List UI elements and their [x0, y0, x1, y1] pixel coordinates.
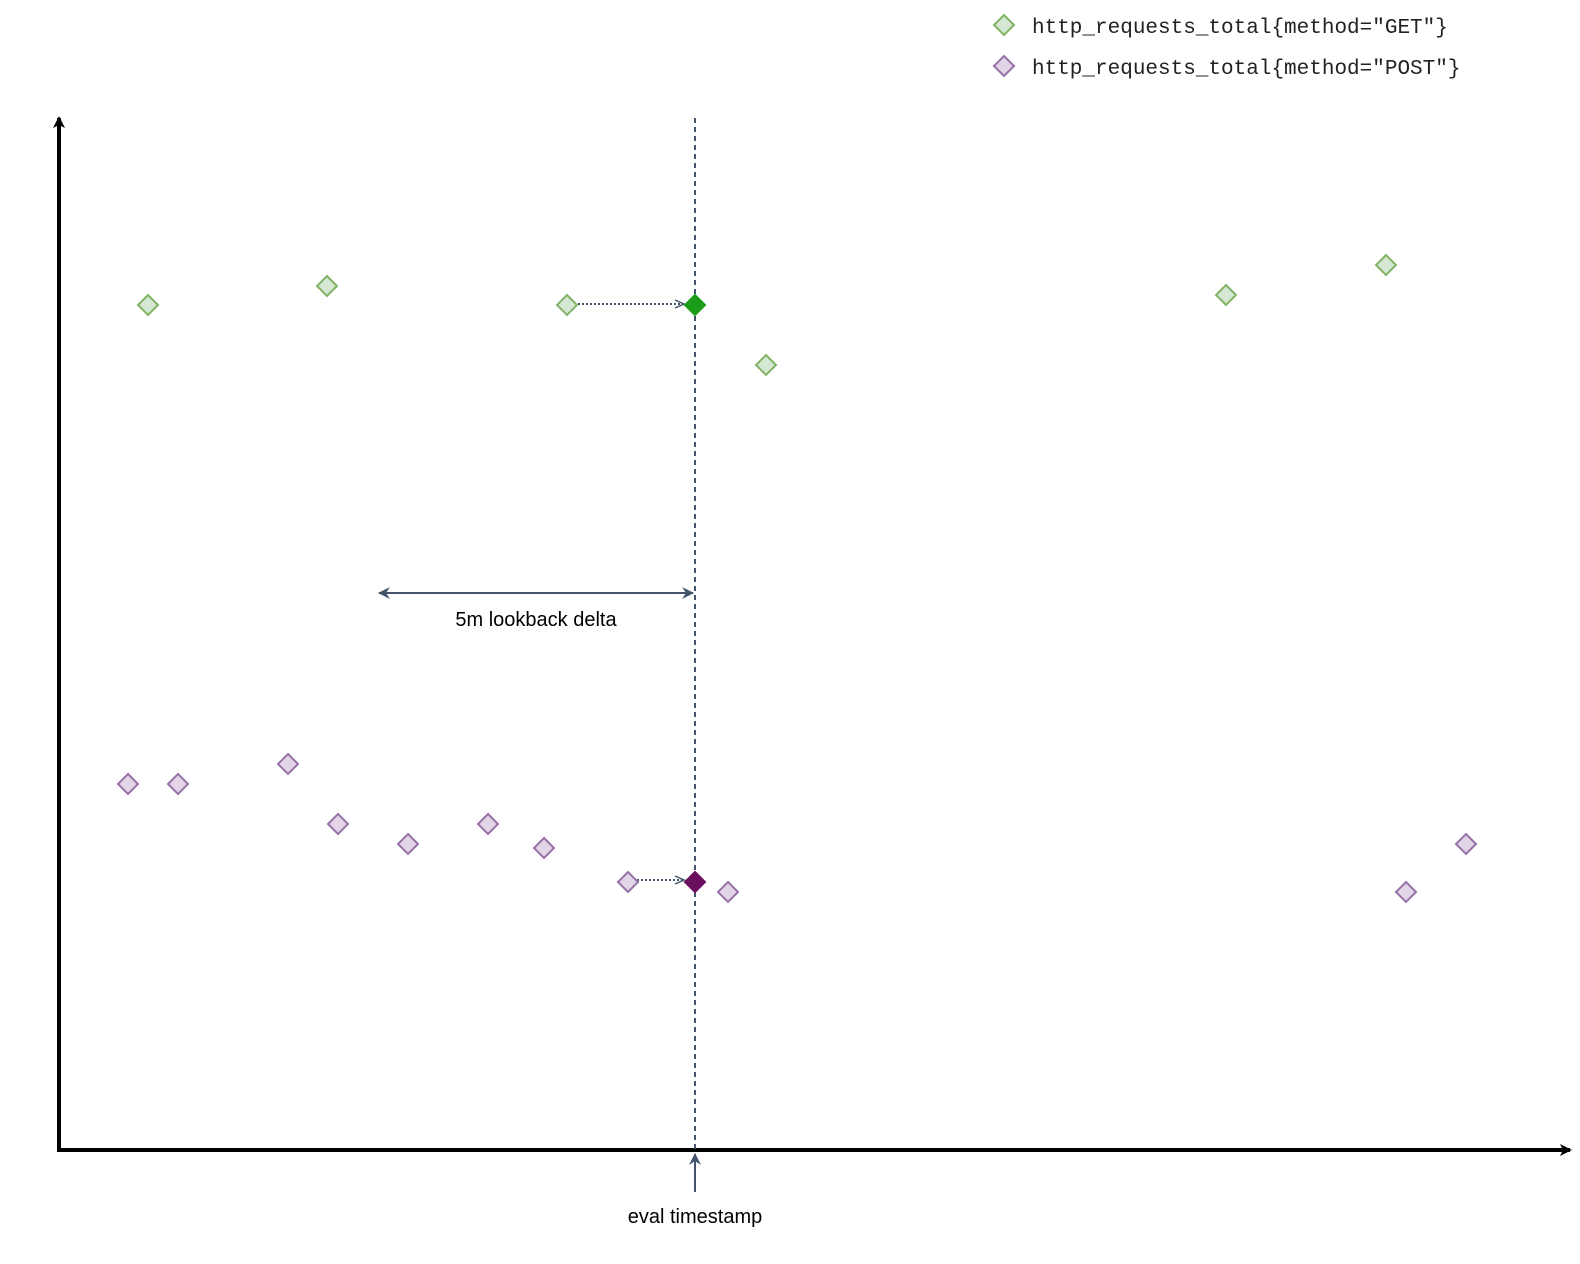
legend: http_requests_total{method="GET"} http_r…	[992, 13, 1460, 81]
get-sample-point	[1374, 253, 1398, 277]
get-sample-point	[136, 293, 160, 317]
get-selected-sample	[683, 293, 707, 317]
legend-item-post: http_requests_total{method="POST"}	[992, 54, 1460, 81]
post-sample-point	[616, 870, 640, 894]
post-sample-point	[1454, 832, 1478, 856]
post-sample-point	[326, 812, 350, 836]
eval-timestamp-label: eval timestamp	[628, 1206, 763, 1228]
post-sample-point	[116, 772, 140, 796]
get-sample-point	[1214, 283, 1238, 307]
post-series-samples	[116, 752, 1478, 904]
post-sample-point	[716, 880, 740, 904]
get-sample-point	[555, 293, 579, 317]
lookback-delta-label: 5m lookback delta	[455, 609, 617, 631]
post-sample-point	[476, 812, 500, 836]
post-sample-point	[532, 836, 556, 860]
get-diamond-icon	[992, 13, 1016, 37]
get-sample-point	[754, 353, 778, 377]
post-sample-point	[166, 772, 190, 796]
post-diamond-icon	[992, 54, 1016, 78]
get-sample-point	[315, 274, 339, 298]
post-sample-point	[276, 752, 300, 776]
post-selected-sample	[683, 870, 707, 894]
legend-label-get: http_requests_total{method="GET"}	[1032, 17, 1448, 40]
legend-label-post: http_requests_total{method="POST"}	[1032, 58, 1460, 81]
get-series-samples	[136, 253, 1398, 377]
post-sample-point	[1394, 880, 1418, 904]
post-sample-point	[396, 832, 420, 856]
legend-item-get: http_requests_total{method="GET"}	[992, 13, 1448, 40]
